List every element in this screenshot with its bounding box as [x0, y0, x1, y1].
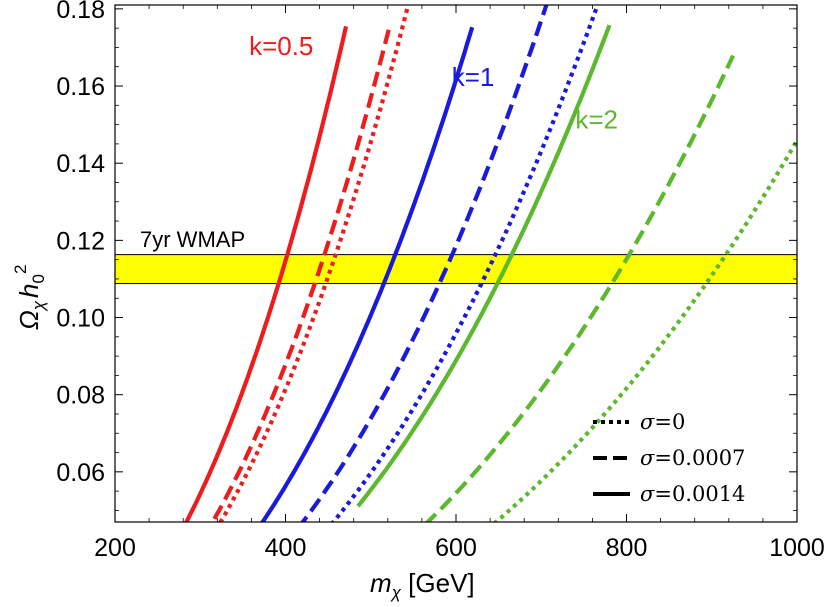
curve-annotation-1: k=0.5 [249, 31, 313, 61]
curve-annotation-3: k=2 [575, 104, 618, 134]
legend-label-sigma-0007: σ=0.0007 [640, 446, 745, 470]
series-line-5 [300, 5, 549, 522]
wmap-band [114, 254, 798, 285]
x-axis: 200 400 600 800 1000 [94, 5, 825, 562]
y-tick-label: 0.08 [56, 382, 105, 410]
series-line-8 [424, 54, 735, 522]
y-axis-label: Ωχh02 [11, 265, 48, 330]
series-layer [184, 5, 797, 522]
series-line-2 [210, 29, 391, 522]
series-line-4 [260, 26, 475, 522]
y-tick-label: 0.06 [56, 459, 105, 487]
legend: σ=0 σ=0.0007 σ=0.0014 [593, 410, 745, 506]
series-line-3 [218, 5, 411, 522]
y-tick-label: 0.12 [56, 227, 105, 255]
series-line-1 [184, 25, 349, 522]
x-tick-label: 1000 [769, 534, 825, 562]
series-line-7 [356, 24, 612, 508]
legend-label-sigma-0014: σ=0.0014 [640, 482, 745, 506]
y-tick-label: 0.16 [56, 73, 105, 101]
y-tick-label: 0.14 [56, 150, 105, 178]
series-line-6 [330, 5, 600, 522]
x-tick-label: 400 [265, 534, 307, 562]
x-tick-label: 800 [606, 534, 648, 562]
y-tick-label: 0.10 [56, 305, 105, 333]
curve-annotation-2: k=1 [452, 62, 495, 92]
y-axis: 0.06 0.08 0.10 0.12 0.14 0.16 0.18 [56, 0, 797, 511]
curve-annotations: k=0.5 k=1 k=2 [249, 31, 618, 134]
wmap-band-label: 7yr WMAP [140, 227, 245, 252]
legend-label-sigma-0: σ=0 [640, 410, 685, 434]
x-axis-label: mχ [GeV] [370, 568, 475, 602]
x-tick-label: 200 [94, 534, 136, 562]
y-tick-label: 0.18 [56, 0, 105, 24]
x-tick-label: 600 [435, 534, 477, 562]
